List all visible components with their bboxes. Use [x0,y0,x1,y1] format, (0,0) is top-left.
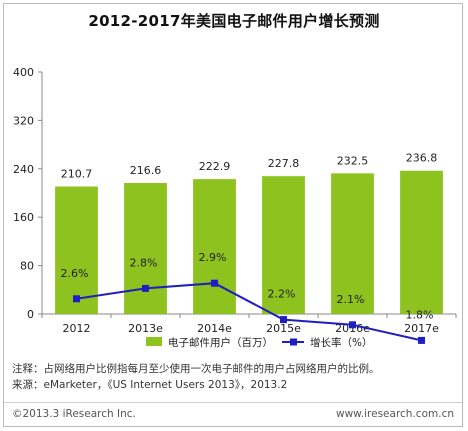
bar [193,179,236,314]
growth-value-label: 2.9% [199,251,227,264]
x-tick-label: 2015e [266,322,301,335]
website-link[interactable]: www.iresearch.com.cn [335,408,454,420]
growth-point [280,316,287,324]
bar-value-label: 216.6 [130,164,162,177]
growth-value-label: 2.2% [268,288,296,301]
legend-bar-label: 电子邮件用户（百万） [168,336,273,349]
bar-value-label: 222.9 [199,160,231,173]
bar-value-label: 227.8 [268,157,300,170]
growth-value-label: 1.8% [406,308,434,321]
chart-notes: 注释：占网络用户比例指每月至少使用一次电子邮件的用户占网络用户的比例。 来源：e… [12,361,380,393]
legend-line-label: 增长率（%） [310,336,372,349]
bar-value-label: 236.8 [406,152,438,165]
growth-value-label: 2.1% [337,293,365,306]
x-tick-label: 2012 [63,322,91,335]
growth-point [418,336,425,344]
chart-svg: 0 80 160 240 320 400 2012 2013e 2014e 2015e 2016e 2… [13,66,457,349]
source-line: 来源：eMarketer，《US Internet Users 2013》，20… [12,379,288,391]
chart-title: 2012-2017年美国电子邮件用户增长预测 [88,12,380,30]
growth-point [349,321,356,329]
legend-bar-swatch [146,337,162,346]
growth-value-label: 2.6% [61,267,89,280]
footer-divider [4,402,462,403]
bar-value-label: 210.7 [61,168,93,181]
y-tick-label: 160 [13,211,34,224]
chart-frame: 2012-2017年美国电子邮件用户增长预测 0 80 160 240 320 400 20… [3,3,463,427]
growth-point [211,279,218,287]
y-tick-label: 240 [13,163,34,176]
y-tick-label: 400 [13,66,34,79]
bar [124,182,167,314]
legend-line-marker [290,338,297,346]
bar [331,173,374,314]
growth-value-label: 2.8% [130,256,158,269]
growth-point [73,295,80,303]
x-tick-label: 2016e [335,322,370,335]
bar [262,176,305,314]
bar [55,186,98,314]
y-tick-label: 320 [13,114,34,127]
y-tick-label: 0 [27,308,34,321]
copyright-text: ©2013.3 iResearch Inc. [12,408,136,420]
x-tick-label: 2013e [128,322,163,335]
note-line: 注释：占网络用户比例指每月至少使用一次电子邮件的用户占网络用户的比例。 [12,363,380,375]
y-tick-label: 80 [20,260,34,273]
x-tick-label: 2014e [197,322,232,335]
growth-point [142,284,149,292]
bar-value-label: 232.5 [337,154,369,167]
bar [400,170,443,314]
x-tick-label: 2017e [404,322,439,335]
growth-line [76,282,422,342]
